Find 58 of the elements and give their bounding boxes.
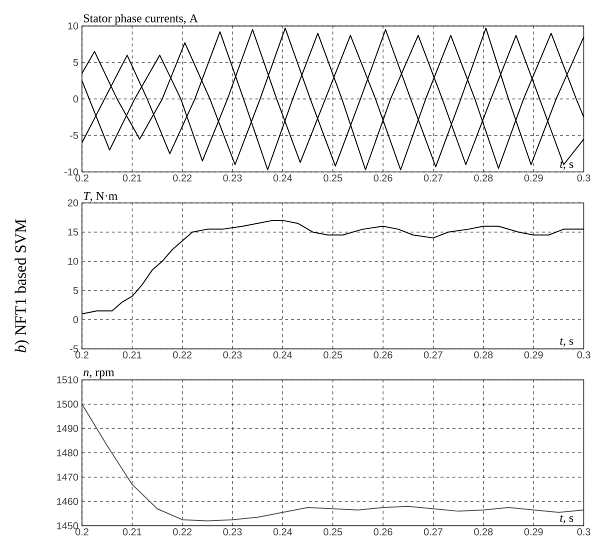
x-tick-label: 0.22	[173, 174, 192, 182]
y-tick-label: 0	[73, 316, 78, 324]
y-tick-label: 1510	[57, 376, 78, 384]
x-tick-label: 0.26	[374, 528, 392, 536]
x-tick-label: 0.2	[75, 351, 88, 359]
x-tick-label: 0.3	[577, 528, 590, 536]
x-tick-label: 0.29	[524, 528, 543, 536]
x-axis-title: t, s	[560, 338, 574, 347]
y-tick-label: 20	[68, 200, 78, 207]
x-tick-label: 0.26	[374, 174, 392, 182]
x-tick-label: 0.23	[223, 351, 242, 359]
y-axis-title: n, rpm	[84, 370, 114, 379]
x-tick-label: 0.28	[474, 528, 493, 536]
y-tick-label: 1500	[57, 400, 78, 408]
y-tick-label: -5	[70, 132, 78, 140]
x-tick-label: 0.3	[577, 351, 590, 359]
x-tick-label: 0.22	[173, 351, 192, 359]
y-tick-label: 0	[73, 96, 78, 103]
x-tick-label: 0.24	[273, 351, 292, 359]
y-tick-label: 1450	[57, 522, 78, 530]
x-tick-label: 0.27	[424, 351, 442, 359]
x-tick-label: 0.25	[324, 351, 342, 359]
x-tick-label: 0.29	[524, 174, 543, 182]
y-tick-label: 10	[68, 258, 78, 265]
y-tick-label: -10	[64, 168, 78, 176]
x-tick-label: 0.21	[122, 351, 142, 359]
y-tick-label: 1460	[57, 498, 78, 506]
y-tick-label: 1470	[57, 474, 78, 481]
x-tick-label: 0.22	[173, 528, 192, 536]
x-tick-label: 0.27	[424, 174, 442, 182]
x-tick-label: 0.29	[524, 351, 543, 359]
x-tick-label: 0.23	[223, 528, 242, 536]
y-tick-label: 1490	[57, 425, 78, 432]
x-tick-label: 0.21	[122, 528, 142, 536]
y-axis-title: Stator phase currents, A	[84, 14, 198, 25]
x-tick-label: 0.26	[374, 351, 392, 359]
y-tick-label: 5	[73, 287, 78, 294]
y-tick-label: 5	[73, 59, 78, 66]
x-tick-label: 0.24	[273, 174, 292, 182]
x-tick-label: 0.28	[474, 174, 493, 182]
x-tick-label: 0.23	[223, 174, 242, 182]
y-tick-label: 15	[68, 228, 78, 236]
x-tick-label: 0.28	[474, 351, 493, 359]
x-tick-label: 0.2	[75, 174, 88, 182]
x-tick-label: 0.27	[424, 528, 442, 536]
text: b) NFT1 based SVM	[14, 219, 30, 352]
x-tick-label: 0.2	[75, 528, 88, 536]
y-axis-title: T, N·m	[84, 192, 118, 202]
x-tick-label: 0.21	[122, 174, 142, 182]
x-tick-label: 0.25	[324, 174, 342, 182]
y-tick-label: 1480	[57, 449, 78, 456]
y-tick-label: -5	[70, 345, 78, 352]
x-axis-title: t, s	[560, 515, 574, 524]
x-tick-label: 0.25	[324, 528, 342, 536]
x-tick-label: 0.3	[577, 174, 590, 182]
y-tick-label: 10	[68, 22, 78, 30]
x-tick-label: 0.24	[273, 528, 292, 536]
x-axis-title: t, s	[560, 161, 574, 170]
